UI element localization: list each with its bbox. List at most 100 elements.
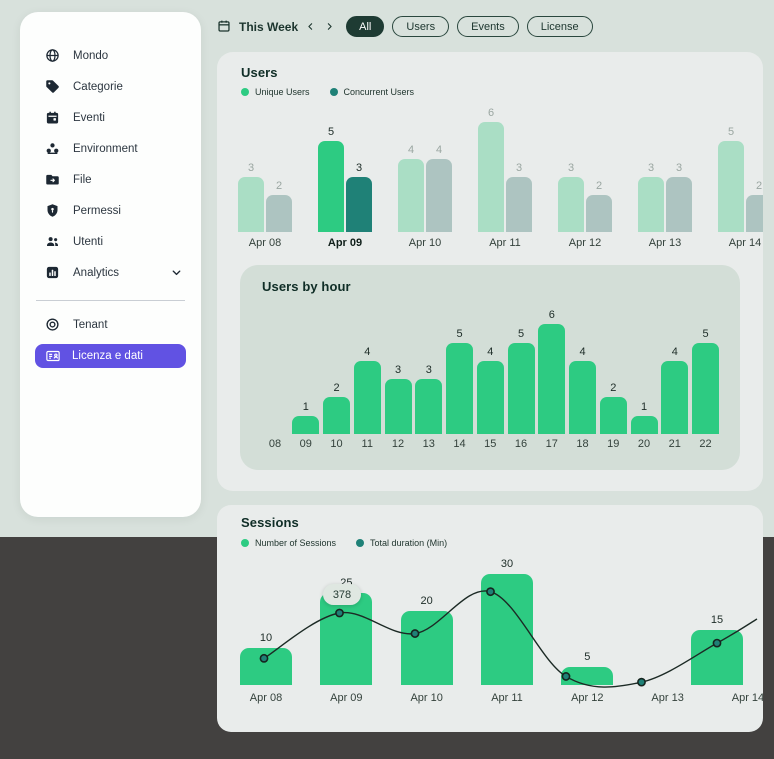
bar-users-hour[interactable] xyxy=(661,360,689,434)
bar-unique-users[interactable] xyxy=(318,140,344,232)
sidebar-item-permessi[interactable]: Permessi xyxy=(20,195,201,226)
filter-events[interactable]: Events xyxy=(457,16,519,37)
x-axis-label: 18 xyxy=(576,438,589,450)
bar-users-hour[interactable] xyxy=(446,342,473,434)
sidebar-item-mondo[interactable]: Mondo xyxy=(20,40,201,71)
bar-value-label: 30 xyxy=(500,558,514,570)
legend-item: Number of Sessions xyxy=(241,538,336,548)
x-axis-label: Apr 12 xyxy=(571,692,604,704)
sidebar-item-eventi[interactable]: Eventi xyxy=(20,102,201,133)
bar-sessions[interactable] xyxy=(691,629,743,685)
bar-sessions[interactable] xyxy=(480,574,533,685)
bar-value-label: 2 xyxy=(610,382,617,395)
bar-value-label: 1 xyxy=(640,400,648,413)
legend-label: Number of Sessions xyxy=(255,538,337,548)
chart-tooltip: 378 xyxy=(323,584,361,605)
bar-value-label: 4 xyxy=(579,345,586,358)
bar-users-hour[interactable] xyxy=(415,379,443,434)
bar-users-hour[interactable] xyxy=(507,342,535,434)
legend-item: Unique Users xyxy=(241,87,310,97)
bar-users-hour[interactable] xyxy=(692,342,719,434)
users-by-hour-title: Users by hour xyxy=(262,279,351,294)
bar-value-label: 4 xyxy=(407,143,415,156)
bar-sessions[interactable] xyxy=(400,611,453,685)
chevron-down-icon[interactable] xyxy=(170,266,183,279)
x-axis-label: 11 xyxy=(361,438,373,450)
sidebar-item-licenza-e-dati[interactable]: Licenza e dati xyxy=(35,344,186,368)
bar-unique-users[interactable] xyxy=(238,177,264,232)
bar-chart-icon xyxy=(44,265,60,281)
sidebar-item-tenant[interactable]: Tenant xyxy=(20,309,201,340)
bar-concurrent-users[interactable] xyxy=(746,195,763,232)
bar-value-label: 5 xyxy=(327,125,335,138)
users-legend: Unique Users Concurrent Users xyxy=(241,87,414,97)
bar-value-label: 3 xyxy=(515,162,523,175)
calendar-icon xyxy=(44,110,60,126)
bar-unique-users[interactable] xyxy=(478,122,504,232)
bar-value-label: 3 xyxy=(355,162,363,175)
globe-icon xyxy=(44,48,60,64)
bar-users-hour[interactable] xyxy=(476,360,504,434)
sidebar-item-label: Categorie xyxy=(73,80,123,93)
bar-sessions[interactable] xyxy=(240,648,292,685)
bar-users-hour[interactable] xyxy=(353,360,381,434)
bar-unique-users[interactable] xyxy=(558,177,584,232)
bar-sessions[interactable] xyxy=(561,666,614,685)
filter-all[interactable]: All xyxy=(346,16,385,37)
x-axis-label: Apr 13 xyxy=(648,237,682,249)
bar-users-hour[interactable] xyxy=(384,379,412,434)
bar-concurrent-users[interactable] xyxy=(506,177,532,232)
bar-value-label: 5 xyxy=(702,327,709,340)
bar-value-label: 4 xyxy=(435,143,443,156)
bar-users-hour[interactable] xyxy=(538,324,566,434)
next-period-button[interactable] xyxy=(322,19,336,35)
sidebar-item-label: Mondo xyxy=(73,49,109,62)
x-axis-label: Apr 08 xyxy=(248,237,282,249)
bar-unique-users[interactable] xyxy=(718,140,744,232)
legend-label: Unique Users xyxy=(255,87,310,97)
sidebar-item-environment[interactable]: Environment xyxy=(20,133,201,164)
bar-value-label: 4 xyxy=(364,345,371,358)
bar-value-label: 3 xyxy=(425,364,432,377)
bar-value-label: 20 xyxy=(420,595,433,607)
filter-users[interactable]: Users xyxy=(392,16,450,37)
bar-concurrent-users[interactable] xyxy=(346,177,372,232)
bar-unique-users[interactable] xyxy=(638,177,664,232)
sidebar-item-categorie[interactable]: Categorie xyxy=(20,71,201,102)
x-axis-label: Apr 10 xyxy=(410,692,443,704)
bar-concurrent-users[interactable] xyxy=(426,158,452,232)
bar-value-label: 2 xyxy=(755,180,763,193)
bar-value-label: 3 xyxy=(675,162,683,175)
bar-value-label: 4 xyxy=(671,345,678,358)
x-axis-label: Apr 12 xyxy=(568,237,602,249)
bar-value-label: 5 xyxy=(517,327,525,340)
bar-users-hour[interactable] xyxy=(599,397,627,434)
x-axis-label: Apr 11 xyxy=(491,692,523,704)
sessions-dot-icon xyxy=(241,539,249,547)
sidebar-item-analytics[interactable]: Analytics xyxy=(20,257,201,288)
bar-users-hour[interactable] xyxy=(292,415,320,434)
bar-value-label: 5 xyxy=(456,327,463,340)
x-axis-label: Apr 14 xyxy=(728,237,762,249)
sidebar-item-utenti[interactable]: Utenti xyxy=(20,226,201,257)
sidebar-item-file[interactable]: File xyxy=(20,164,201,195)
bar-users-hour[interactable] xyxy=(323,397,350,434)
x-axis-label: 12 xyxy=(391,438,405,450)
bar-concurrent-users[interactable] xyxy=(586,195,612,232)
license-card-icon xyxy=(44,348,61,365)
people-icon xyxy=(44,234,60,250)
bar-unique-users[interactable] xyxy=(398,158,424,232)
prev-period-button[interactable] xyxy=(303,19,317,35)
bar-users-hour[interactable] xyxy=(630,415,658,434)
bar-concurrent-users[interactable] xyxy=(266,195,292,232)
bar-value-label: 6 xyxy=(487,107,495,120)
sessions-card: Sessions Number of Sessions Total durati… xyxy=(217,505,763,732)
bar-users-hour[interactable] xyxy=(569,360,596,434)
bar-concurrent-users[interactable] xyxy=(666,177,692,232)
sidebar-item-label: Tenant xyxy=(73,318,108,331)
bar-sessions[interactable] xyxy=(320,592,373,685)
x-axis-label: 21 xyxy=(668,438,681,450)
filter-license[interactable]: License xyxy=(526,16,593,37)
bar-value-label: 3 xyxy=(567,162,575,175)
x-axis-label: 15 xyxy=(484,438,497,450)
